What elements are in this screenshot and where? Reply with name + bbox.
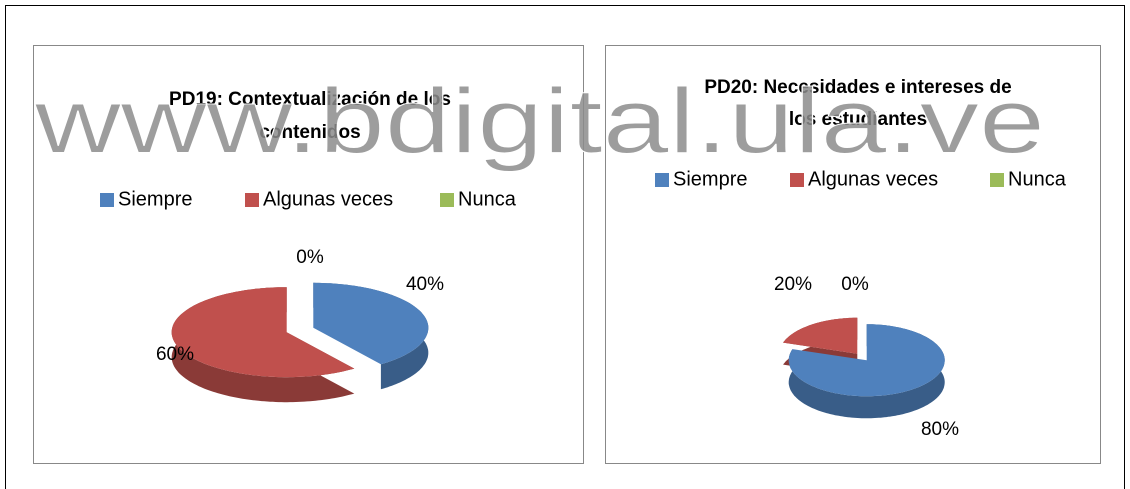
legend-swatch [790, 173, 804, 187]
legend-swatch [440, 193, 454, 207]
data-label: 40% [406, 274, 444, 295]
legend-swatch [245, 193, 259, 207]
data-label: 0% [296, 247, 324, 268]
pie-slice [788, 324, 945, 397]
pie-slice [171, 287, 355, 378]
legend-swatch [990, 173, 1004, 187]
chart-title: PD19: Contextualización de los [169, 89, 451, 110]
chart-title: contenidos [259, 122, 360, 143]
data-label: 80% [921, 419, 959, 440]
pie-slice [783, 317, 858, 354]
chart-title: los estudiantes [789, 109, 927, 130]
chart-frame [33, 45, 584, 464]
legend-label: Siempre [118, 188, 192, 210]
data-label: 20% [774, 274, 812, 295]
chart-title: PD20: Necesidades e intereses de [704, 77, 1011, 98]
legend-label: Algunas veces [808, 168, 938, 190]
pie-slice [313, 282, 429, 365]
legend-label: Nunca [458, 188, 517, 210]
data-label: 60% [156, 344, 194, 365]
legend-label: Algunas veces [263, 188, 393, 210]
outer-frame [5, 5, 1125, 489]
legend-swatch [655, 173, 669, 187]
legend-swatch [100, 193, 114, 207]
watermark: www.bdigital.ula.ve [34, 70, 1045, 172]
legend-label: Nunca [1008, 168, 1067, 190]
data-label: 0% [841, 274, 869, 295]
legend-label: Siempre [673, 168, 747, 190]
